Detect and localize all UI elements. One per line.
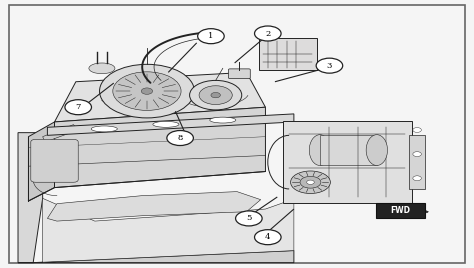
Circle shape: [198, 29, 224, 44]
Circle shape: [65, 100, 91, 115]
Circle shape: [413, 152, 421, 157]
Polygon shape: [55, 107, 265, 188]
Circle shape: [291, 171, 330, 193]
Circle shape: [413, 176, 421, 181]
Polygon shape: [18, 133, 43, 263]
Polygon shape: [33, 198, 294, 263]
Ellipse shape: [309, 135, 331, 165]
FancyBboxPatch shape: [376, 203, 425, 218]
Polygon shape: [55, 72, 265, 122]
Circle shape: [316, 58, 343, 73]
Ellipse shape: [89, 63, 115, 74]
Circle shape: [199, 86, 232, 105]
Circle shape: [141, 88, 153, 94]
Polygon shape: [47, 114, 294, 135]
Circle shape: [413, 128, 421, 132]
Circle shape: [300, 176, 321, 188]
Circle shape: [100, 64, 194, 118]
FancyBboxPatch shape: [228, 69, 250, 79]
Circle shape: [167, 131, 193, 146]
Circle shape: [236, 211, 262, 226]
FancyBboxPatch shape: [283, 121, 412, 203]
Circle shape: [113, 72, 181, 110]
FancyBboxPatch shape: [31, 139, 78, 182]
Circle shape: [211, 92, 220, 98]
Polygon shape: [43, 125, 78, 142]
Circle shape: [190, 80, 242, 110]
Circle shape: [255, 230, 281, 245]
Text: 5: 5: [246, 214, 252, 222]
Ellipse shape: [91, 126, 117, 132]
Text: 4: 4: [265, 233, 271, 241]
FancyBboxPatch shape: [9, 5, 465, 263]
Ellipse shape: [210, 117, 236, 123]
Polygon shape: [47, 192, 261, 221]
Circle shape: [307, 180, 314, 184]
Text: 1: 1: [208, 32, 214, 40]
Text: 7: 7: [75, 103, 81, 111]
FancyBboxPatch shape: [259, 38, 317, 70]
FancyBboxPatch shape: [409, 135, 425, 189]
Ellipse shape: [153, 121, 179, 127]
Text: FWD: FWD: [391, 206, 410, 215]
Polygon shape: [18, 251, 294, 263]
Circle shape: [255, 26, 281, 41]
Text: 8: 8: [177, 134, 183, 142]
Ellipse shape: [366, 135, 387, 165]
Text: 3: 3: [327, 62, 332, 70]
Text: 2: 2: [265, 29, 271, 38]
Polygon shape: [28, 122, 55, 201]
Polygon shape: [320, 135, 377, 165]
